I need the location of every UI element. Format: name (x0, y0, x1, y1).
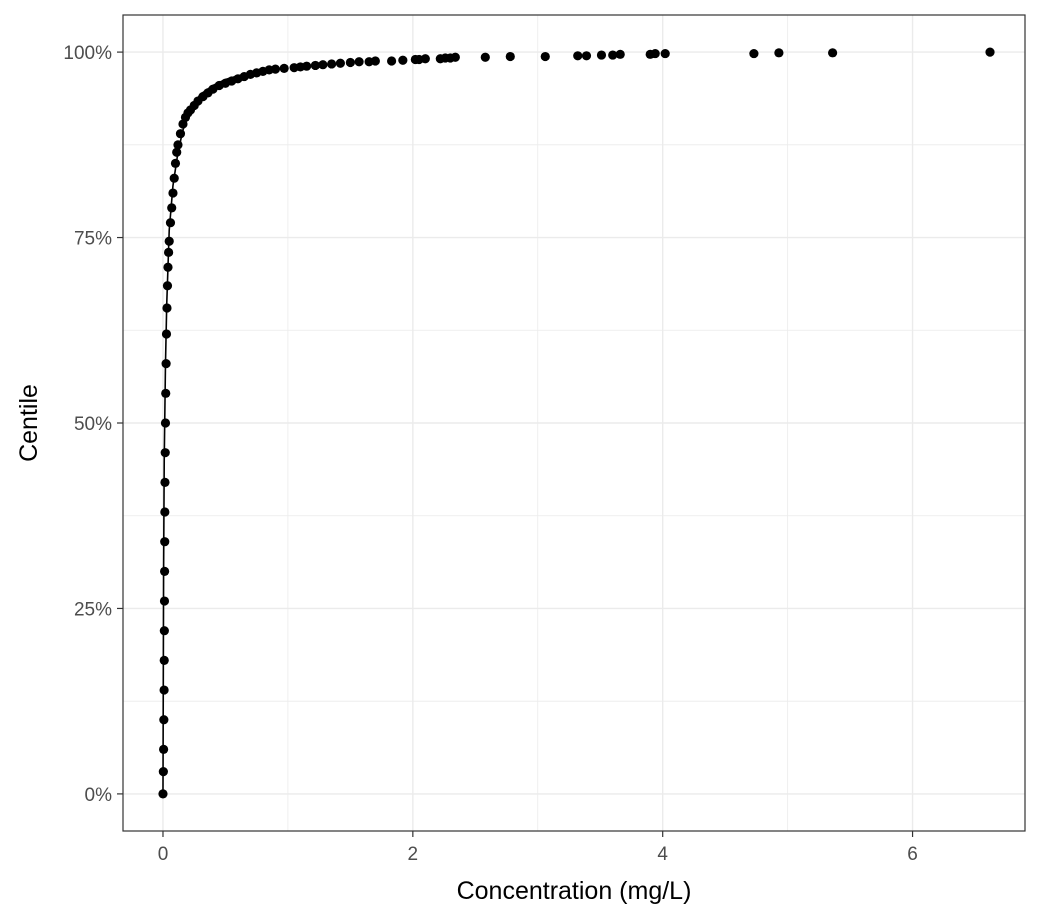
data-point (167, 203, 177, 213)
y-tick-label: 75% (74, 229, 112, 250)
data-point (270, 64, 281, 74)
y-tick-label: 25% (74, 599, 112, 620)
data-point (596, 50, 607, 60)
data-point (480, 52, 490, 62)
data-point (169, 173, 179, 183)
data-point (420, 54, 430, 64)
data-point (162, 281, 173, 291)
data-point (160, 418, 171, 428)
x-tick-label: 4 (657, 844, 668, 865)
data-point (505, 51, 515, 62)
data-point (159, 685, 169, 695)
data-point (170, 158, 181, 168)
data-point (650, 48, 660, 59)
data-point (162, 303, 172, 313)
data-point (161, 388, 171, 398)
data-point (302, 61, 312, 71)
x-tick-label: 2 (408, 844, 419, 865)
data-point (160, 507, 170, 517)
data-point (161, 359, 171, 369)
data-point (327, 59, 337, 69)
data-point (540, 51, 550, 62)
data-point (160, 477, 170, 487)
data-point (159, 596, 170, 606)
x-tick-label: 0 (158, 844, 169, 865)
data-point (370, 56, 380, 66)
data-point (158, 789, 168, 799)
data-point (573, 51, 583, 61)
data-point (828, 48, 838, 58)
data-point (310, 60, 320, 71)
data-point (163, 262, 173, 272)
data-point (450, 52, 460, 62)
data-point (660, 48, 670, 59)
data-point (175, 129, 186, 139)
data-point (345, 57, 355, 68)
data-point (160, 566, 170, 576)
data-point (581, 51, 592, 61)
data-point (774, 48, 784, 58)
data-point (172, 147, 182, 157)
data-point (159, 715, 169, 725)
data-point (615, 49, 625, 59)
data-point (354, 57, 364, 67)
data-point (335, 58, 345, 68)
data-point (160, 448, 170, 458)
data-point (164, 247, 174, 257)
y-tick-label: 50% (74, 414, 112, 435)
data-point (159, 655, 169, 665)
data-point (165, 218, 176, 228)
data-point (398, 55, 408, 65)
data-point (173, 140, 183, 150)
data-point (608, 50, 618, 60)
data-point (985, 47, 995, 57)
x-tick-label: 6 (907, 844, 918, 865)
data-point (387, 56, 397, 66)
data-point (318, 60, 328, 70)
data-point (749, 48, 759, 59)
data-point (279, 63, 289, 74)
data-point (159, 626, 169, 636)
data-point (161, 329, 172, 339)
data-point (158, 767, 168, 777)
data-point (164, 236, 174, 246)
data-point (168, 188, 178, 198)
y-tick-label: 0% (85, 785, 113, 806)
data-points (158, 47, 995, 799)
x-axis-title: Concentration (mg/L) (457, 877, 692, 905)
y-tick-label: 100% (63, 43, 112, 64)
y-axis-title: Centile (15, 384, 43, 462)
data-point (160, 537, 170, 547)
data-point (159, 744, 169, 755)
x-axis-ticks: 0 2 4 6 (158, 831, 918, 865)
y-axis-ticks: 0% 25% 50% 75% 100% (63, 43, 123, 806)
